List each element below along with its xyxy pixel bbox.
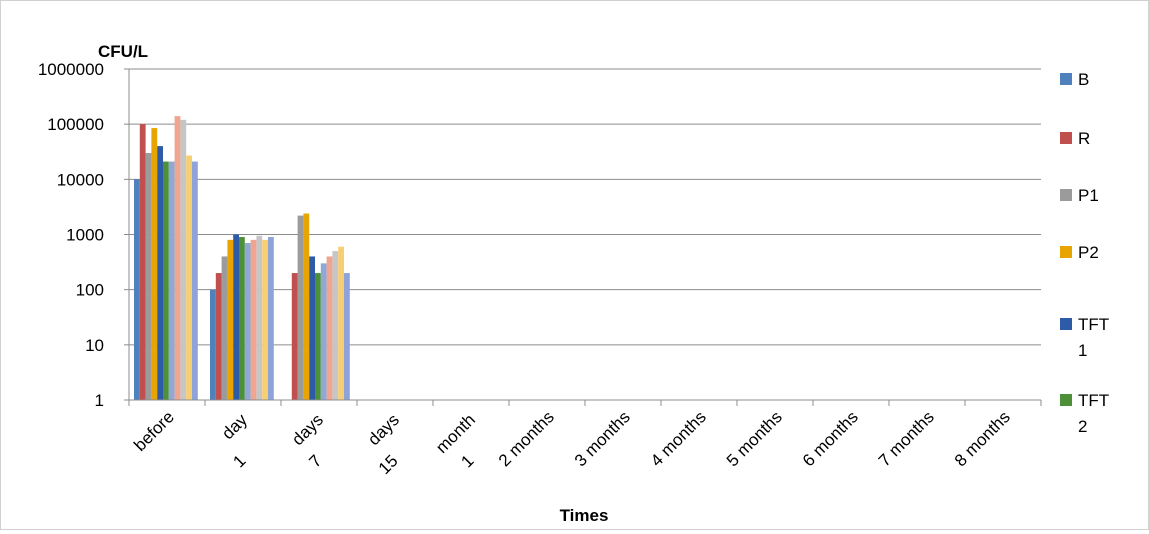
x-tick-label-part: month: [432, 410, 479, 457]
legend-swatch: [1060, 246, 1072, 258]
x-tick-label-part: 2 months: [495, 407, 558, 470]
x-tick-label-part: 1: [229, 451, 249, 471]
bar: [221, 256, 228, 400]
legend-label: P2: [1078, 243, 1099, 262]
bar: [332, 251, 339, 400]
x-tick-label-part: 7: [305, 451, 325, 471]
y-tick-label: 10: [85, 336, 104, 355]
x-tick-label: 3 months: [571, 407, 634, 470]
x-axis-label: Times: [560, 506, 609, 525]
bar: [256, 235, 263, 400]
bar: [139, 124, 146, 401]
legend-label: 1: [1078, 341, 1087, 360]
x-tick-label: 2 months: [495, 407, 558, 470]
legend-swatch: [1060, 73, 1072, 85]
legend-swatch: [1060, 394, 1072, 406]
x-tick-label-part: 1: [457, 451, 477, 471]
legend-label: B: [1078, 70, 1089, 89]
x-tick-label-part: days: [364, 410, 403, 449]
legend-label: R: [1078, 129, 1090, 148]
legend: B R P1 P2 TFT 1 TFT 2: [1060, 70, 1109, 436]
bar: [157, 146, 163, 400]
bar-marks: [134, 116, 350, 401]
legend-label: TFT: [1078, 391, 1109, 410]
bar: [192, 161, 198, 400]
x-tick-label: 7 months: [875, 407, 938, 470]
x-tick-label-part: day: [218, 410, 251, 443]
x-tick-label-part: 6 months: [799, 407, 862, 470]
legend-swatch: [1060, 189, 1072, 201]
y-tick-labels: 1 10 100 1000 10000 100000 1000000: [38, 60, 104, 410]
x-tick-label: day 1: [218, 410, 251, 471]
axes: [124, 68, 1042, 406]
legend-label: TFT: [1078, 315, 1109, 334]
x-tick-label: 6 months: [799, 407, 862, 470]
x-tick-label-part: before: [130, 407, 178, 455]
bar: [174, 116, 181, 400]
bar: [215, 273, 222, 400]
bar: [244, 243, 251, 400]
x-tick-label: before: [130, 407, 178, 455]
x-tick-label-part: 3 months: [571, 407, 634, 470]
bar: [151, 128, 158, 400]
bar: [338, 246, 344, 400]
bar: [233, 234, 239, 400]
bar: [320, 263, 327, 400]
bar: [168, 161, 175, 400]
legend-swatch: [1060, 132, 1072, 144]
x-tick-label-part: 5 months: [723, 407, 786, 470]
bar: [268, 237, 274, 400]
bar: [297, 215, 304, 400]
bar: [303, 213, 310, 400]
legend-label: 2: [1078, 417, 1087, 436]
y-tick-label: 100: [76, 281, 104, 300]
bar: [309, 256, 315, 400]
x-tick-label-part: 8 months: [951, 407, 1014, 470]
bar: [239, 237, 245, 400]
bar: [145, 153, 152, 400]
bar: [250, 239, 257, 400]
y-tick-label: 10000: [57, 170, 104, 189]
bar: [326, 256, 333, 400]
x-tick-label: 4 months: [647, 407, 710, 470]
legend-swatch: [1060, 318, 1072, 330]
x-tick-label: 8 months: [951, 407, 1014, 470]
bar: [344, 273, 350, 400]
bar: [134, 179, 140, 400]
gridlines: [129, 68, 1041, 346]
x-tick-label-part: 4 months: [647, 407, 710, 470]
x-tick-label: 5 months: [723, 407, 786, 470]
bar: [163, 161, 169, 400]
y-tick-label: 1000: [66, 226, 104, 245]
y-tick-label: 1: [95, 391, 104, 410]
bar: [227, 239, 234, 400]
bar: [210, 289, 216, 400]
bar: [186, 155, 192, 400]
y-tick-label: 1000000: [38, 60, 104, 79]
bar: [315, 273, 321, 400]
x-tick-label-part: 7 months: [875, 407, 938, 470]
x-tick-label-part: days: [288, 410, 327, 449]
bar: [262, 239, 268, 400]
y-tick-label: 100000: [47, 115, 104, 134]
legend-label: P1: [1078, 186, 1099, 205]
bar: [180, 119, 187, 401]
x-tick-label-part: 15: [375, 451, 402, 478]
bar: [291, 273, 298, 400]
y-axis-label: CFU/L: [98, 42, 148, 61]
